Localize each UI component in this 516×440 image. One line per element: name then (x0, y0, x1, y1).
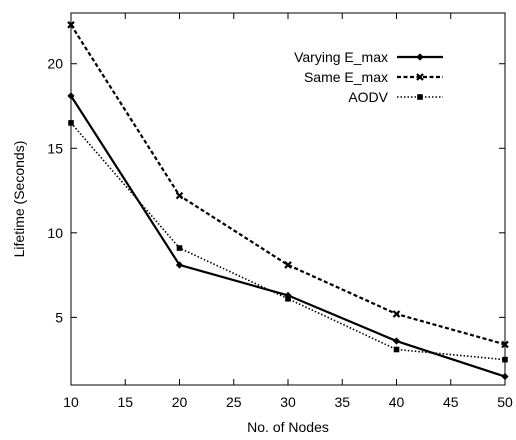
legend-marker (416, 73, 424, 81)
x-tick-label: 35 (334, 394, 350, 410)
y-tick-label: 15 (47, 140, 63, 156)
series-line (70, 122, 506, 361)
data-point (67, 21, 75, 29)
data-point (502, 356, 508, 363)
y-tick-label: 5 (55, 309, 63, 325)
legend: Varying E_max Same E_max AODV (294, 49, 443, 105)
x-tick-label: 40 (389, 394, 405, 410)
data-point (392, 337, 401, 345)
y-tick-label: 10 (47, 225, 63, 241)
series-layer (67, 21, 509, 381)
data-point (285, 295, 291, 302)
data-point (501, 340, 509, 349)
legend-label: AODV (348, 89, 388, 105)
data-point (392, 310, 401, 318)
x-tick-label: 10 (63, 394, 79, 410)
data-point (68, 120, 74, 126)
x-tick-label: 15 (117, 394, 133, 410)
legend-label: Varying E_max (294, 49, 388, 65)
data-point (175, 191, 184, 200)
x-tick-label: 50 (497, 394, 513, 410)
data-point (501, 372, 509, 381)
y-axis-label: Lifetime (Seconds) (11, 141, 27, 258)
legend-marker (416, 53, 424, 61)
x-tick-label: 25 (226, 394, 242, 410)
data-point (67, 92, 75, 100)
axes: 10 15 20 25 30 35 40 45 50 5 10 15 20 (47, 13, 513, 410)
series-line (70, 24, 506, 346)
x-tick-label: 30 (280, 394, 296, 410)
y-tick-label: 20 (47, 56, 63, 72)
data-point (176, 245, 183, 251)
data-point (175, 261, 184, 269)
x-tick-label: 45 (443, 394, 459, 410)
legend-marker (417, 94, 423, 100)
series-line (70, 95, 506, 378)
x-tick-label: 20 (172, 394, 188, 410)
data-point (393, 346, 400, 353)
x-axis-label: No. of Nodes (247, 419, 329, 435)
legend-label: Same E_max (304, 69, 388, 85)
data-point (284, 261, 292, 269)
